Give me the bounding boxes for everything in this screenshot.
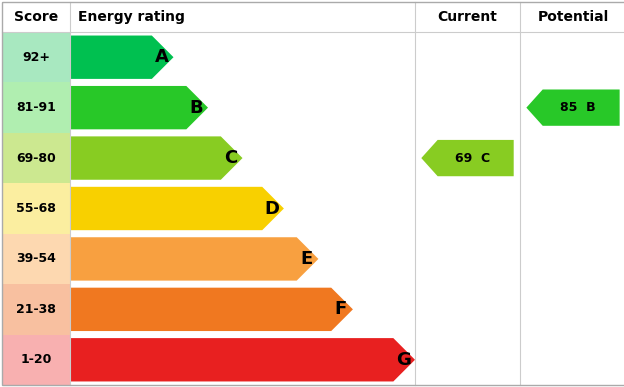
- Text: F: F: [335, 300, 347, 319]
- Polygon shape: [70, 338, 415, 382]
- Polygon shape: [527, 89, 620, 126]
- Bar: [2, 183, 70, 234]
- Bar: [2, 234, 70, 284]
- Polygon shape: [70, 237, 318, 281]
- Text: 81-91: 81-91: [16, 101, 56, 114]
- Bar: [2, 335, 70, 385]
- Text: Potential: Potential: [537, 10, 608, 24]
- Text: A: A: [155, 48, 168, 66]
- Text: D: D: [265, 200, 280, 217]
- Text: 21-38: 21-38: [16, 303, 56, 316]
- Polygon shape: [70, 36, 173, 79]
- Polygon shape: [421, 140, 514, 176]
- Text: Energy rating: Energy rating: [78, 10, 185, 24]
- Text: 55-68: 55-68: [16, 202, 56, 215]
- Text: 69-80: 69-80: [16, 152, 56, 164]
- Text: B: B: [189, 99, 203, 116]
- Polygon shape: [70, 136, 243, 180]
- Bar: [2, 284, 70, 335]
- Polygon shape: [70, 288, 353, 331]
- Text: Current: Current: [437, 10, 497, 24]
- Bar: [2, 133, 70, 183]
- Text: G: G: [396, 351, 411, 369]
- Text: 1-20: 1-20: [21, 353, 52, 366]
- Polygon shape: [70, 86, 208, 129]
- Text: 92+: 92+: [22, 51, 50, 64]
- Polygon shape: [70, 187, 284, 230]
- Bar: [2, 32, 70, 82]
- Text: C: C: [224, 149, 237, 167]
- Text: E: E: [300, 250, 313, 268]
- Text: 39-54: 39-54: [16, 252, 56, 265]
- Text: 85  B: 85 B: [560, 101, 595, 114]
- Text: 69  C: 69 C: [454, 152, 490, 164]
- Text: Score: Score: [14, 10, 58, 24]
- Bar: [2, 82, 70, 133]
